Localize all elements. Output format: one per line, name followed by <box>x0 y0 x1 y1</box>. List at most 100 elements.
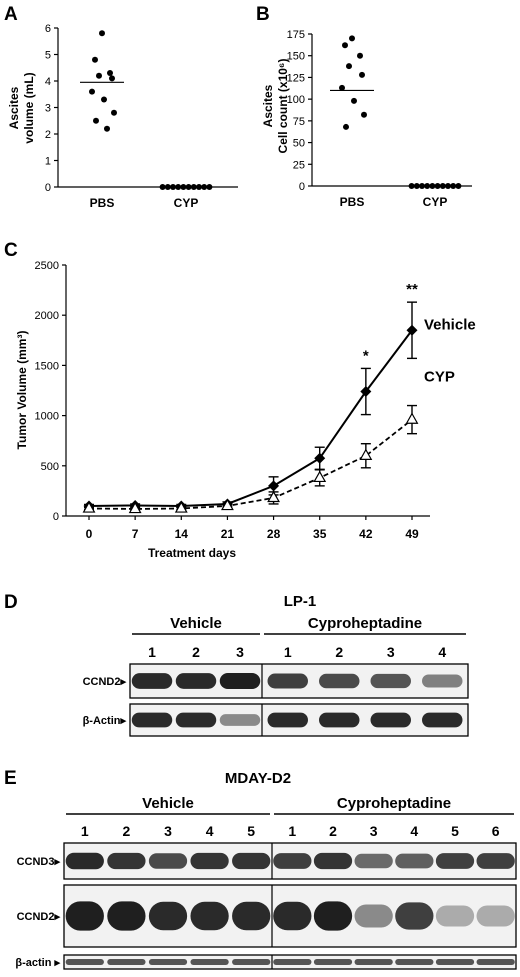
panel-b-point <box>339 84 345 91</box>
panel-d-band <box>267 712 308 728</box>
panel-a-point <box>92 56 98 63</box>
panel-d-band <box>175 712 217 728</box>
panel-c-significance-label: ** <box>406 281 418 298</box>
panel-c-point-vehicle <box>268 480 280 492</box>
panel-a-point <box>159 184 166 190</box>
panel-a-point <box>190 184 197 190</box>
panel-b-point <box>357 52 363 59</box>
panel-d-group-label: Cyproheptadine <box>308 615 422 632</box>
panel-e-band <box>313 901 353 931</box>
panel-letter-d: D <box>4 592 18 613</box>
panel-e-lane-label: 2 <box>329 823 337 839</box>
panel-a-ytick-label: 5 <box>45 50 51 62</box>
panel-a-ytick-label: 1 <box>45 156 51 168</box>
panel-d-band <box>267 673 308 689</box>
panel-c-ytick-label: 1500 <box>35 360 59 372</box>
panel-c-point-cyp <box>405 412 419 424</box>
panel-c-point-cyp <box>359 448 373 460</box>
panel-a-category-label: CYP <box>174 196 199 210</box>
panel-e-band <box>476 853 515 869</box>
panel-d-band <box>219 714 261 726</box>
panel-c-ytick-label: 0 <box>53 511 59 523</box>
panel-e-band <box>273 853 312 869</box>
panel-e-band <box>395 853 434 869</box>
panel-b-point <box>419 183 425 189</box>
panel-e-band <box>148 901 188 931</box>
panel-b-category-label: PBS <box>340 195 365 209</box>
panel-c-xtick-label: 7 <box>132 527 139 541</box>
panel-e-title: MDAY-D2 <box>225 770 291 787</box>
panel-b-point <box>445 183 451 189</box>
panel-c-point-vehicle <box>360 386 372 398</box>
panel-a-point <box>99 30 105 37</box>
panel-d-band <box>422 712 463 728</box>
panel-e-blot-label: CCND3▸ <box>17 856 61 868</box>
panel-b-ytick-label: 75 <box>293 116 305 128</box>
panel-d-title: LP-1 <box>284 593 317 610</box>
panel-e-lane-label: 3 <box>164 823 172 839</box>
panel-b-point <box>343 123 349 130</box>
panel-a-point <box>164 184 171 190</box>
panel-b-point <box>342 42 348 49</box>
panel-e-band <box>232 901 271 931</box>
panel-a-point <box>175 184 182 190</box>
panel-a-point <box>104 125 110 132</box>
panel-c-point-vehicle <box>314 452 326 464</box>
panel-e-band <box>190 852 229 870</box>
panel-a-chart: Ascites volume (mL) 0 1 2 3 4 5 6 PBS CYP <box>7 23 238 210</box>
panel-e-band <box>435 853 475 869</box>
panel-e-band <box>65 901 104 931</box>
panel-c-xtick-label: 21 <box>221 527 235 541</box>
panel-b-point <box>450 183 457 189</box>
panel-e-band <box>435 905 475 927</box>
panel-a-ytick-label: 3 <box>45 103 51 115</box>
panel-d-band <box>175 673 217 689</box>
panel-b-point <box>439 183 446 189</box>
panel-c-point-cyp <box>128 501 142 514</box>
panel-e-lane-label: 5 <box>247 823 255 839</box>
panel-e-band <box>232 852 271 870</box>
panel-letter-e: E <box>4 768 17 789</box>
panel-e-band <box>395 959 434 965</box>
panel-a-category-label: PBS <box>90 196 115 210</box>
panel-a-ytick-label: 0 <box>45 182 51 194</box>
panel-d-lane-label: 2 <box>192 644 200 660</box>
panel-c-xtick-label: 42 <box>359 527 373 541</box>
panel-a-point <box>196 184 202 190</box>
panel-d-blot-label: β-Actin▸ <box>83 715 127 727</box>
panel-d-band <box>319 673 360 689</box>
panel-d-band <box>219 673 261 689</box>
panel-b-category-label: CYP <box>423 195 448 209</box>
panel-c-point-cyp <box>174 501 188 513</box>
panel-c-ytick-label: 2500 <box>35 260 59 272</box>
panel-d-band <box>370 673 411 689</box>
panel-d-band <box>131 712 173 728</box>
panel-a-point <box>185 184 192 190</box>
panel-e-band <box>476 905 515 927</box>
panel-c-point-cyp <box>82 501 96 513</box>
panel-letter-a: A <box>4 4 18 25</box>
panel-e-lane-label: 2 <box>123 823 131 839</box>
panel-e-band <box>107 901 146 931</box>
panel-letter-c: C <box>4 240 18 261</box>
panel-e-band <box>313 959 353 965</box>
panel-e-band <box>232 959 271 965</box>
panel-b-point <box>351 97 357 104</box>
panel-e-band <box>273 901 312 931</box>
panel-e-band <box>435 959 475 965</box>
panel-e-lane-label: 4 <box>206 823 214 839</box>
panel-c-xtick-label: 35 <box>313 527 327 541</box>
panel-e-blot-label: CCND2▸ <box>17 911 61 923</box>
panel-c-series-label-cyp: CYP <box>424 369 455 386</box>
panel-a-point <box>101 96 107 103</box>
panel-d-lane-label: 1 <box>148 644 156 660</box>
panel-e-lane-label: 1 <box>81 823 89 839</box>
panel-b-ytick-label: 125 <box>287 72 305 84</box>
panel-c-ytick-label: 500 <box>41 461 59 473</box>
panel-b-point <box>346 63 352 70</box>
panel-e-band <box>313 852 353 870</box>
panel-d-lane-label: 3 <box>236 644 244 660</box>
panel-b-point <box>434 183 441 189</box>
panel-a-point <box>89 88 95 95</box>
